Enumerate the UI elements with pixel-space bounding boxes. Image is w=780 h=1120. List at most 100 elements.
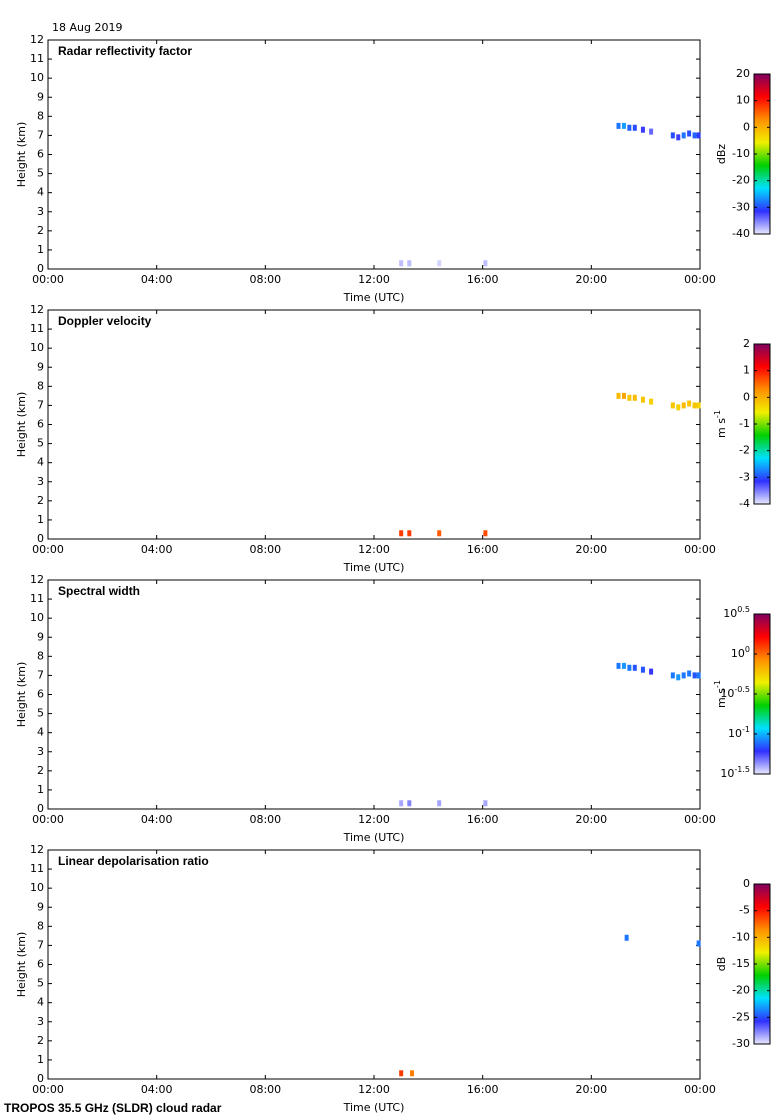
colorbar-label: dB	[715, 957, 728, 972]
x-tick-label: 12:00	[358, 543, 390, 556]
echo	[687, 670, 692, 677]
x-tick-label: 16:00	[467, 273, 499, 286]
x-axis-label: Time (UTC)	[343, 831, 405, 844]
y-axis-label: Height (km)	[15, 932, 28, 998]
echo	[640, 126, 645, 133]
y-tick-label: 2	[37, 764, 44, 777]
y-tick-label: 7	[37, 668, 44, 681]
colorbar-tick-label: -4	[739, 497, 750, 510]
x-tick-label: 12:00	[358, 1083, 390, 1096]
colorbar-tick-label: -20	[732, 984, 750, 997]
y-tick-label: 8	[37, 379, 44, 392]
panel-title: Radar reflectivity factor	[58, 44, 192, 58]
echo	[621, 662, 626, 669]
y-axis-label: Height (km)	[15, 392, 28, 458]
x-axis-label: Time (UTC)	[343, 1101, 405, 1114]
colorbar-label: dBz	[715, 144, 728, 165]
y-tick-label: 12	[30, 573, 44, 586]
colorbar-tick-exponent: -1	[742, 724, 750, 733]
y-tick-label: 9	[37, 900, 44, 913]
colorbar-tick-label: 20	[736, 67, 750, 80]
colorbar-tick-label: 100.5	[723, 605, 750, 621]
y-tick-label: 7	[37, 398, 44, 411]
echo	[407, 800, 412, 807]
echo	[681, 402, 686, 409]
y-tick-label: 3	[37, 205, 44, 218]
colorbar-tick-label: -3	[739, 470, 750, 483]
panel-title: Doppler velocity	[58, 314, 152, 328]
echo	[627, 664, 632, 671]
colorbar-tick-base: 10	[723, 607, 737, 620]
colorbar-unit: dB	[715, 957, 728, 972]
echo	[676, 404, 681, 411]
colorbar-tick-base: 10	[720, 767, 734, 780]
echo	[692, 672, 697, 679]
echo	[681, 672, 686, 679]
colorbar-tick-label: -1	[739, 417, 750, 430]
x-tick-label: 04:00	[141, 813, 173, 826]
echo	[681, 132, 686, 139]
echo	[621, 122, 626, 129]
x-tick-label: 00:00	[684, 273, 716, 286]
echo	[696, 402, 701, 409]
colorbar-tick-label: 10	[736, 94, 750, 107]
colorbar-tick-label: 0	[743, 120, 750, 133]
x-tick-label: 00:00	[32, 1083, 64, 1096]
plot-frame	[47, 579, 701, 810]
colorbar-tick-label: -25	[732, 1010, 750, 1023]
y-tick-label: 4	[37, 186, 44, 199]
colorbar-tick-label: 100	[731, 644, 750, 660]
echo	[687, 400, 692, 407]
y-tick-label: 8	[37, 109, 44, 122]
y-tick-label: 6	[37, 688, 44, 701]
echo	[670, 132, 675, 139]
colorbar-tick-label: 10-1.5	[720, 765, 750, 781]
y-tick-label: 4	[37, 456, 44, 469]
y-axis-label: Height (km)	[15, 122, 28, 188]
x-tick-label: 08:00	[249, 813, 281, 826]
panel-title: Linear depolarisation ratio	[58, 854, 209, 868]
echo	[627, 394, 632, 401]
y-tick-label: 0	[37, 262, 44, 275]
panel-title: Spectral width	[58, 584, 140, 598]
colorbar-tick-base: 10	[731, 647, 745, 660]
plot-frame	[47, 39, 701, 270]
y-tick-label: 8	[37, 649, 44, 662]
y-tick-label: 0	[37, 802, 44, 815]
y-tick-label: 9	[37, 630, 44, 643]
echo	[696, 132, 701, 139]
colorbar-label: m s-1	[713, 410, 729, 438]
colorbar-tick-label: -15	[732, 957, 750, 970]
echo	[399, 800, 404, 807]
y-tick-label: 7	[37, 938, 44, 951]
colorbar-tick-label: 10-1	[728, 724, 750, 740]
echo	[410, 1070, 415, 1077]
y-tick-label: 1	[37, 243, 44, 256]
echo	[437, 260, 442, 267]
echo	[616, 662, 621, 669]
colorbar-tick-label: -30	[732, 1037, 750, 1050]
x-tick-label: 16:00	[467, 813, 499, 826]
y-tick-label: 10	[30, 71, 44, 84]
echo	[649, 398, 654, 405]
colorbar-unit-exponent: -1	[713, 410, 722, 418]
echo	[407, 530, 412, 537]
echo	[676, 134, 681, 141]
y-tick-label: 0	[37, 532, 44, 545]
colorbar-tick-label: 1	[743, 364, 750, 377]
echo	[649, 668, 654, 675]
y-tick-label: 3	[37, 475, 44, 488]
colorbar-tick-label: 0	[743, 390, 750, 403]
plot-frame	[47, 849, 701, 1080]
x-tick-label: 04:00	[141, 273, 173, 286]
x-tick-label: 20:00	[575, 273, 607, 286]
echo	[437, 530, 442, 537]
y-tick-label: 3	[37, 745, 44, 758]
y-tick-label: 5	[37, 437, 44, 450]
y-tick-label: 8	[37, 919, 44, 932]
y-tick-label: 12	[30, 303, 44, 316]
colorbar-tick-exponent: -1.5	[734, 765, 750, 774]
echo	[616, 122, 621, 129]
x-axis-label: Time (UTC)	[343, 291, 405, 304]
